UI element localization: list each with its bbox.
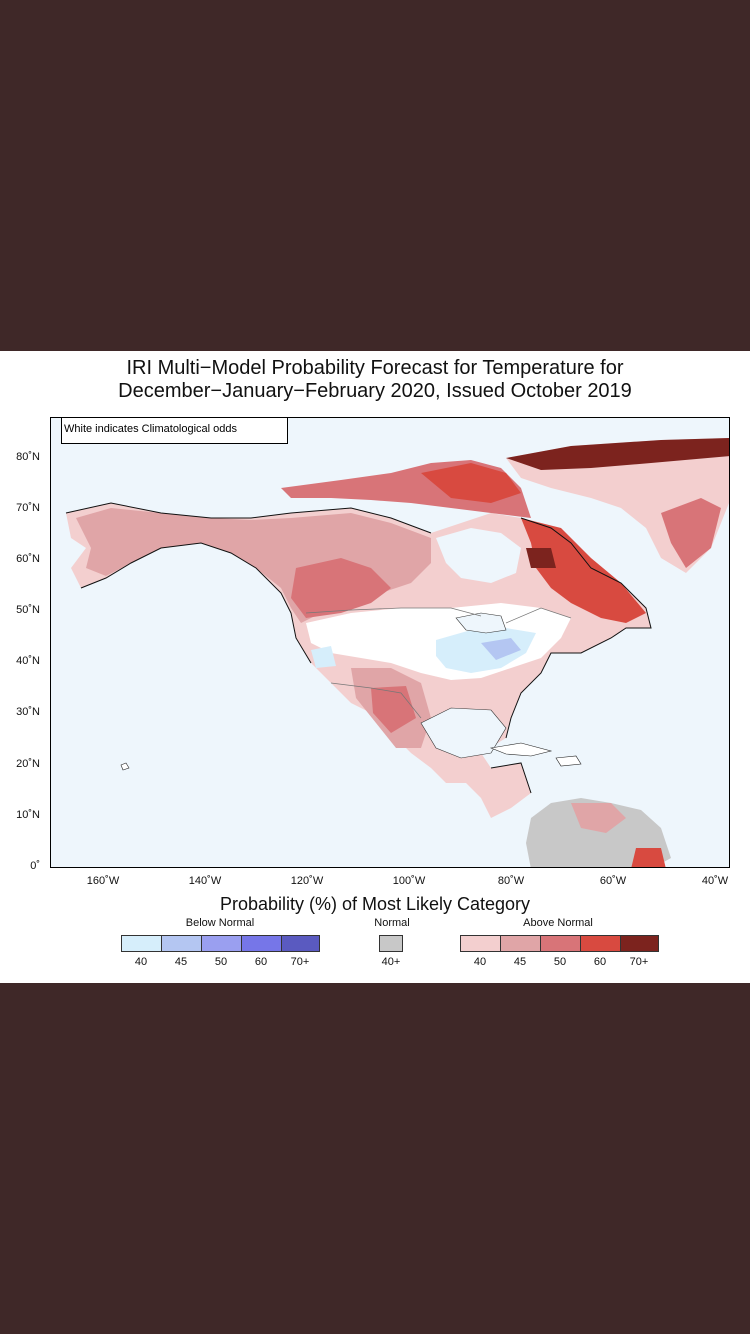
us-mexico-border — [330, 682, 422, 719]
cuba — [489, 742, 553, 757]
lon-label-80w: 80˚W — [497, 875, 525, 887]
swatch-below-45 — [161, 935, 202, 952]
forecast-figure: IRI Multi−Model Probability Forecast for… — [0, 351, 750, 983]
coastline-outline — [65, 502, 652, 794]
lon-label-100w: 100˚W — [392, 875, 426, 887]
north-america-land — [66, 503, 651, 818]
us-canada-border — [305, 607, 572, 624]
gulf-of-mexico — [420, 707, 507, 759]
lat-label-40n: 40˚N — [16, 655, 40, 667]
legend-below-value: 40 — [134, 956, 148, 968]
top-dark-band — [0, 0, 750, 351]
lat-label-30n: 30˚N — [16, 706, 40, 718]
greenland-east-warm — [661, 498, 721, 568]
western-canada-strong — [291, 558, 391, 618]
lat-label-10n: 10˚N — [16, 809, 40, 821]
legend-above-value: 70+ — [629, 956, 649, 968]
swatch-below-40 — [121, 935, 162, 952]
swatch-above-45 — [500, 935, 541, 952]
legend-normal-label: Normal — [374, 917, 410, 929]
hispaniola — [555, 755, 582, 767]
lat-label-70n: 70˚N — [16, 502, 40, 514]
lon-label-140w: 140˚W — [188, 875, 222, 887]
legend-below-value: 50 — [214, 956, 228, 968]
climatology-note: White indicates Climatological odds — [61, 418, 288, 444]
bottom-dark-band — [0, 983, 750, 1334]
lon-label-160w: 160˚W — [86, 875, 120, 887]
swatch-above-50 — [540, 935, 581, 952]
legend-above-value: 60 — [593, 956, 607, 968]
lat-label-50n: 50˚N — [16, 604, 40, 616]
lon-label-60w: 60˚W — [599, 875, 627, 887]
swatch-above-40 — [460, 935, 501, 952]
south-america-land — [526, 798, 671, 867]
title-line-2: December−January−February 2020, Issued O… — [118, 380, 632, 402]
legend-below-normal-label: Below Normal — [185, 917, 255, 929]
legend-above-value: 45 — [513, 956, 527, 968]
legend-above-value: 50 — [553, 956, 567, 968]
below-normal-west — [311, 646, 336, 668]
swatch-below-60 — [241, 935, 282, 952]
lon-label-40w: 40˚W — [701, 875, 729, 887]
legend-title: Probability (%) of Most Likely Category — [219, 894, 531, 914]
swatch-normal — [379, 935, 403, 952]
lat-label-20n: 20˚N — [16, 758, 40, 770]
greenland-north-warm — [506, 438, 729, 470]
swatch-below-50 — [201, 935, 242, 952]
legend-normal-value: 40+ — [381, 956, 401, 968]
legend-above-normal-label: Above Normal — [523, 917, 593, 929]
swatch-above-60 — [580, 935, 621, 952]
legend-below-value: 70+ — [290, 956, 310, 968]
labrador-hot — [526, 548, 556, 568]
legend-below-value: 60 — [254, 956, 268, 968]
legend-below-value: 45 — [174, 956, 188, 968]
labrador-warm — [521, 518, 646, 623]
hudson-bay — [436, 528, 521, 583]
lon-label-120w: 120˚W — [290, 875, 324, 887]
map-svg — [65, 438, 729, 867]
legend-above-value: 40 — [473, 956, 487, 968]
title-line-1: IRI Multi−Model Probability Forecast for… — [126, 357, 624, 379]
lat-label-60n: 60˚N — [16, 553, 40, 565]
great-lakes — [455, 612, 507, 634]
forecast-map: White indicates Climatological odds — [50, 417, 730, 868]
hawaii — [120, 762, 130, 771]
swatch-above-70 — [620, 935, 659, 952]
arctic-islands-strong — [421, 463, 521, 503]
swatch-below-70 — [281, 935, 320, 952]
lat-label-0: 0˚ — [30, 860, 40, 872]
below-normal-core — [481, 638, 521, 660]
south-america-warm — [571, 803, 626, 833]
brazil-warm — [631, 848, 666, 867]
lat-label-80n: 80˚N — [16, 451, 40, 463]
